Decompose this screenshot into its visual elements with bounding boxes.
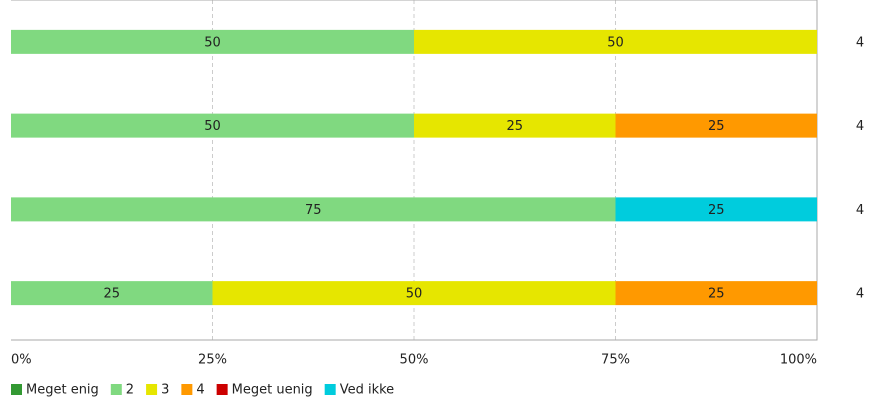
data-label: 25 [708, 119, 725, 134]
x-tick-label: 100% [780, 353, 817, 368]
legend-label: 4 [196, 383, 204, 398]
x-tick-label: 25% [198, 353, 227, 368]
bar-segment [11, 281, 213, 306]
data-label: 50 [204, 119, 221, 134]
row-total: 4 [856, 119, 864, 134]
bar-segment [615, 281, 817, 306]
bar-segment [11, 197, 616, 222]
legend-swatch [324, 384, 336, 395]
data-label: 25 [103, 287, 120, 302]
bar-segment [11, 29, 414, 54]
data-label: 75 [305, 203, 322, 218]
x-tick-label: 75% [601, 353, 630, 368]
row-total: 4 [856, 287, 864, 302]
bar-segment [414, 29, 817, 54]
legend-swatch [216, 384, 228, 395]
x-tick-label: 0% [11, 353, 32, 368]
legend-label: 3 [161, 383, 169, 398]
data-label: 25 [506, 119, 523, 134]
data-label: 25 [708, 287, 725, 302]
legend-swatch [146, 384, 158, 395]
legend-label: Meget uenig [232, 383, 313, 398]
bar-segment [11, 113, 414, 138]
row-total: 4 [856, 203, 864, 218]
data-label: 50 [406, 287, 423, 302]
data-label: 50 [204, 35, 221, 50]
row-total: 4 [856, 35, 864, 50]
legend-label: 2 [126, 383, 134, 398]
plot-frame [11, 0, 818, 341]
legend-swatch [110, 384, 122, 395]
legend-label: Meget enig [26, 383, 99, 398]
legend-label: Ved ikke [340, 383, 394, 398]
data-label: 50 [607, 35, 624, 50]
x-tick-label: 50% [400, 353, 429, 368]
legend-swatch [181, 384, 193, 395]
bar-segment [615, 197, 817, 222]
data-label: 25 [708, 203, 725, 218]
bar-segment [414, 113, 616, 138]
bar-segment [615, 113, 817, 138]
legend-swatch [11, 384, 22, 395]
bar-segment [212, 281, 616, 306]
